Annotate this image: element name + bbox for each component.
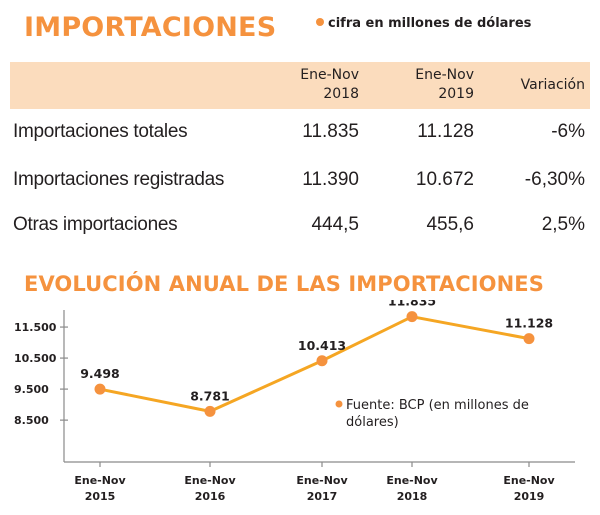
x-tick-label: 2016 — [195, 490, 226, 503]
y-tick-label: 9.500 — [14, 383, 49, 396]
data-label: 10.413 — [298, 338, 346, 353]
data-point — [406, 311, 418, 323]
x-tick-label: 2017 — [307, 490, 338, 503]
cell-2019: 11.128 — [417, 121, 474, 142]
x-tick-label: Ene-Nov — [296, 474, 348, 487]
cell-2018: 11.390 — [302, 169, 359, 190]
annotation-text: dólares) — [346, 415, 399, 430]
data-point — [204, 405, 216, 417]
unit-note-text: cifra en millones de dólares — [328, 16, 532, 31]
data-label: 11.128 — [505, 316, 553, 331]
x-tick-label: Ene-Nov — [503, 474, 555, 487]
cell-2019: 10.672 — [415, 169, 474, 190]
x-tick-label: Ene-Nov — [74, 474, 126, 487]
x-tick-label: Ene-Nov — [184, 474, 236, 487]
unit-note: cifra en millones de dólares — [316, 16, 531, 31]
y-tick-label: 10.500 — [14, 352, 57, 365]
annotation-dot-icon — [335, 400, 343, 408]
page-title: IMPORTACIONES — [24, 12, 277, 43]
x-tick-label: 2019 — [514, 490, 545, 503]
data-point — [523, 333, 535, 345]
table-header: Ene-Nov 2018 Ene-Nov 2019 Variación — [10, 62, 590, 109]
cell-variacion: -6% — [551, 121, 585, 142]
row-label: Importaciones totales — [13, 121, 188, 142]
row-label: Otras importaciones — [13, 214, 178, 235]
table-row: Importaciones totales 11.835 11.128 -6% — [10, 117, 590, 147]
cell-2019: 455,6 — [426, 214, 474, 235]
cell-2018: 444,5 — [311, 214, 359, 235]
table-row: Otras importaciones 444,5 455,6 2,5% — [10, 210, 590, 240]
col-header-variacion: Variación — [520, 77, 585, 93]
data-label: 9.498 — [80, 366, 120, 381]
x-tick-label: 2015 — [85, 490, 116, 503]
annotation-text: Fuente: BCP (en millones de — [346, 398, 529, 413]
bullet-dot-icon — [316, 18, 324, 26]
line-chart: 11.500 10.500 9.500 8.500 Ene-Nov 2015 Ene-Nov… — [14, 300, 575, 503]
col-header-2019: Ene-Nov 2019 — [415, 67, 474, 102]
data-label: 11.835 — [388, 300, 436, 309]
row-label: Importaciones registradas — [13, 169, 225, 190]
cell-variacion: 2,5% — [541, 214, 585, 235]
data-label: 8.781 — [190, 388, 230, 403]
y-tick-label: 11.500 — [14, 321, 57, 334]
x-tick-label: 2018 — [397, 490, 428, 503]
cell-2018: 11.835 — [302, 121, 359, 142]
y-tick-label: 8.500 — [14, 414, 49, 427]
data-point — [316, 355, 328, 367]
table-row: Importaciones registradas 11.390 10.672 … — [10, 165, 590, 195]
x-tick-label: Ene-Nov — [386, 474, 438, 487]
data-point — [94, 383, 106, 395]
cell-variacion: -6,30% — [524, 169, 585, 190]
col-header-2018: Ene-Nov 2018 — [300, 67, 359, 102]
chart-title: EVOLUCIÓN ANUAL DE LAS IMPORTACIONES — [24, 272, 544, 296]
